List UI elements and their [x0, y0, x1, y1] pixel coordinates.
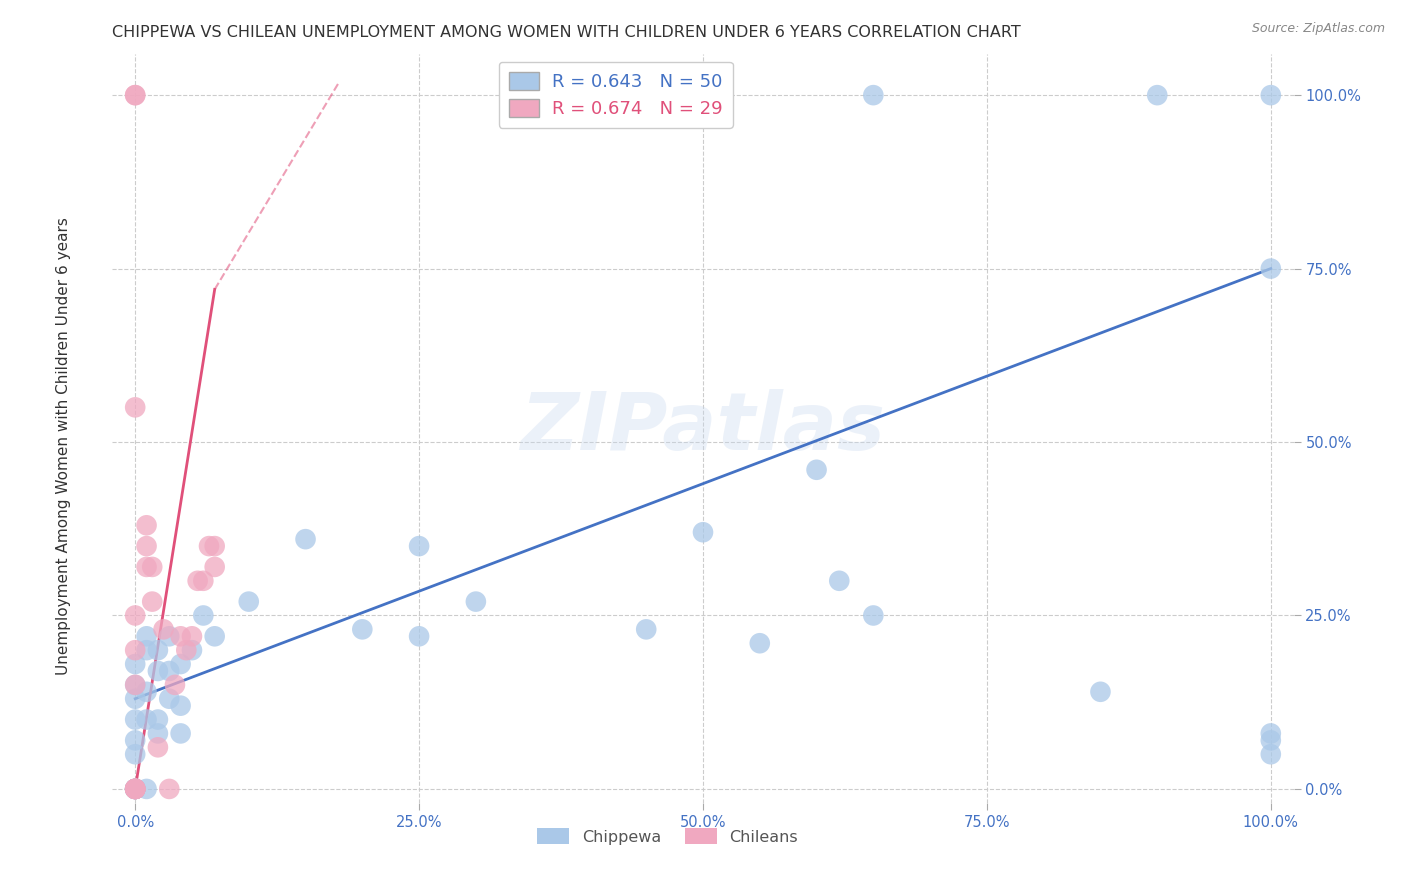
- Point: [193, 574, 215, 588]
- Point: [124, 781, 146, 796]
- Point: [157, 664, 180, 678]
- Point: [352, 623, 374, 637]
- Point: [408, 629, 430, 643]
- Point: [124, 713, 146, 727]
- Point: [169, 726, 191, 740]
- Point: [124, 781, 146, 796]
- Point: [146, 713, 169, 727]
- Point: [193, 608, 215, 623]
- Point: [135, 643, 157, 657]
- Point: [124, 781, 146, 796]
- Point: [146, 740, 169, 755]
- Point: [124, 88, 146, 103]
- Point: [408, 539, 430, 553]
- Point: [157, 629, 180, 643]
- Text: CHIPPEWA VS CHILEAN UNEMPLOYMENT AMONG WOMEN WITH CHILDREN UNDER 6 YEARS CORRELA: CHIPPEWA VS CHILEAN UNEMPLOYMENT AMONG W…: [112, 25, 1021, 40]
- Point: [181, 643, 204, 657]
- Point: [157, 691, 180, 706]
- Point: [157, 781, 180, 796]
- Point: [124, 781, 146, 796]
- Point: [135, 781, 157, 796]
- Point: [135, 629, 157, 643]
- Point: [124, 781, 146, 796]
- Point: [124, 678, 146, 692]
- Point: [135, 518, 157, 533]
- Point: [748, 636, 770, 650]
- Point: [169, 698, 191, 713]
- Point: [1090, 685, 1112, 699]
- Point: [163, 678, 186, 692]
- Point: [464, 594, 486, 608]
- Legend: Chippewa, Chileans: Chippewa, Chileans: [530, 822, 804, 851]
- Point: [124, 781, 146, 796]
- Point: [135, 560, 157, 574]
- Point: [862, 88, 884, 103]
- Point: [238, 594, 260, 608]
- Point: [124, 657, 146, 671]
- Point: [124, 643, 146, 657]
- Point: [1260, 747, 1282, 762]
- Point: [198, 539, 221, 553]
- Point: [692, 525, 714, 540]
- Point: [124, 781, 146, 796]
- Point: [146, 664, 169, 678]
- Point: [204, 539, 226, 553]
- Point: [124, 401, 146, 415]
- Point: [187, 574, 209, 588]
- Point: [124, 88, 146, 103]
- Point: [1260, 733, 1282, 747]
- Point: [124, 691, 146, 706]
- Point: [169, 629, 191, 643]
- Point: [146, 643, 169, 657]
- Point: [124, 608, 146, 623]
- Point: [828, 574, 851, 588]
- Point: [135, 685, 157, 699]
- Point: [124, 781, 146, 796]
- Text: Unemployment Among Women with Children Under 6 years: Unemployment Among Women with Children U…: [56, 217, 70, 675]
- Point: [141, 560, 163, 574]
- Point: [181, 629, 204, 643]
- Point: [862, 608, 884, 623]
- Point: [294, 532, 316, 546]
- Point: [124, 747, 146, 762]
- Point: [169, 657, 191, 671]
- Point: [124, 781, 146, 796]
- Point: [806, 463, 828, 477]
- Point: [204, 629, 226, 643]
- Point: [152, 623, 174, 637]
- Point: [636, 623, 658, 637]
- Point: [174, 643, 197, 657]
- Point: [124, 781, 146, 796]
- Point: [204, 560, 226, 574]
- Point: [124, 733, 146, 747]
- Point: [1146, 88, 1168, 103]
- Point: [124, 781, 146, 796]
- Point: [135, 539, 157, 553]
- Point: [1260, 726, 1282, 740]
- Point: [124, 678, 146, 692]
- Point: [1260, 261, 1282, 276]
- Point: [1260, 88, 1282, 103]
- Point: [135, 713, 157, 727]
- Point: [124, 781, 146, 796]
- Point: [141, 594, 163, 608]
- Text: Source: ZipAtlas.com: Source: ZipAtlas.com: [1251, 22, 1385, 36]
- Point: [146, 726, 169, 740]
- Text: ZIPatlas: ZIPatlas: [520, 389, 886, 467]
